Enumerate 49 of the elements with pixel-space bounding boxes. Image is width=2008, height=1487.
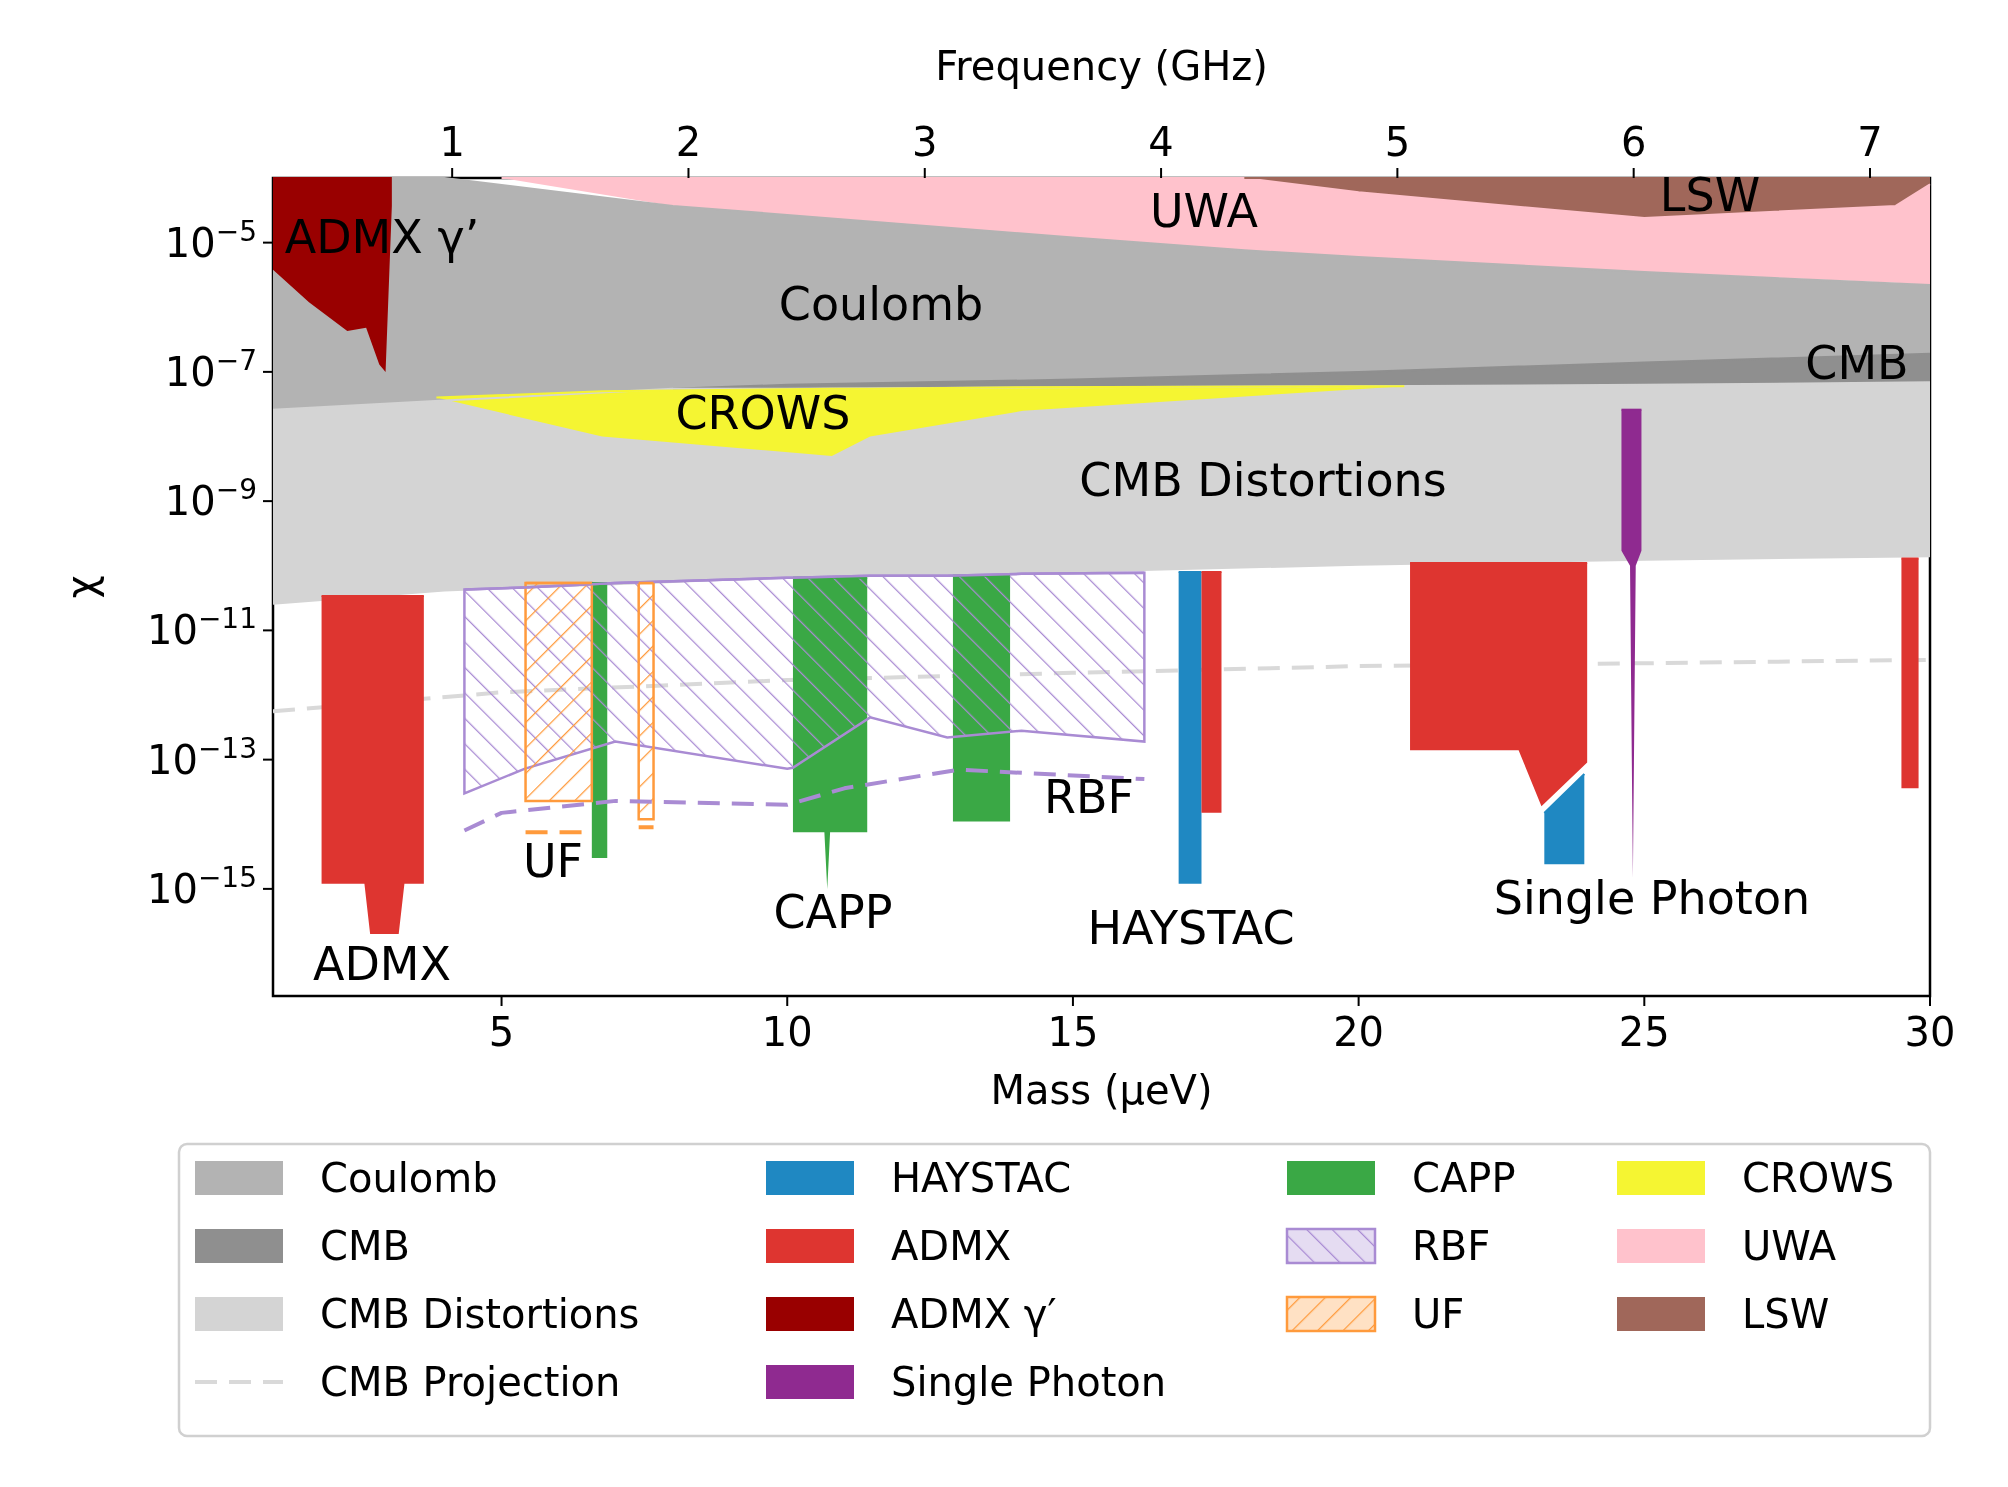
annotation: HAYSTAC: [1087, 900, 1295, 955]
legend-label: LSW: [1742, 1291, 1830, 1337]
x2-axis-title: Frequency (GHz): [935, 43, 1268, 89]
annotation: CMB: [1805, 335, 1909, 390]
y-tick-label: 10$^{−15}$: [147, 860, 257, 912]
annotation: UF: [522, 833, 584, 888]
annotation: CMB Distortions: [1079, 452, 1447, 507]
x2-tick-label: 6: [1620, 119, 1647, 165]
x2-tick-label: 3: [912, 119, 938, 165]
legend-label: UWA: [1742, 1223, 1837, 1269]
y-tick-label: 10$^{−7}$: [164, 343, 257, 395]
x2-tick-label: 4: [1148, 119, 1174, 165]
legend-label: CROWS: [1742, 1155, 1895, 1201]
x2-tick-label: 2: [675, 119, 702, 165]
annotation: UWA: [1149, 183, 1259, 238]
annotation: Single Photon: [1493, 870, 1811, 925]
x2-tick-label: 5: [1384, 119, 1411, 165]
annotation: CAPP: [773, 884, 893, 939]
x2-tick-label: 1: [439, 119, 465, 165]
y-tick-label: 10$^{−13}$: [147, 731, 257, 783]
legend-label: CMB: [320, 1223, 410, 1269]
legend-label: CAPP: [1412, 1155, 1516, 1201]
y-tick-label: 10$^{−11}$: [147, 601, 257, 654]
line-series: [462, 767, 1147, 833]
legend-label: Single Photon: [891, 1359, 1167, 1405]
legend-label: ADMX γ′: [891, 1291, 1057, 1337]
x-axis-title: Mass (μeV): [990, 1067, 1213, 1113]
legend-label: Coulomb: [320, 1155, 498, 1201]
x-tick-label: 10: [761, 1009, 813, 1055]
legend-label: CMB Projection: [320, 1359, 621, 1405]
x-tick-label: 25: [1618, 1009, 1670, 1055]
legend-label: RBF: [1412, 1223, 1491, 1269]
annotation: CROWS: [675, 385, 851, 440]
y-tick-label: 10$^{−9}$: [164, 472, 257, 525]
legend-label: UF: [1412, 1291, 1465, 1337]
x-tick-label: 30: [1904, 1009, 1956, 1055]
y-axis-title: χ: [58, 575, 104, 599]
legend-label: HAYSTAC: [891, 1155, 1072, 1201]
x-tick-label: 5: [488, 1009, 515, 1055]
annotation: LSW: [1659, 167, 1761, 222]
x-tick-label: 15: [1047, 1009, 1099, 1055]
x2-tick-label: 7: [1857, 119, 1883, 165]
annotation: Coulomb: [778, 276, 984, 331]
annotation: ADMX: [312, 936, 452, 991]
x-tick-label: 20: [1333, 1009, 1385, 1055]
legend-label: ADMX: [891, 1223, 1012, 1269]
y-tick-label: 10$^{−5}$: [164, 214, 257, 266]
annotation: RBF: [1044, 769, 1134, 824]
legend-label: CMB Distortions: [320, 1291, 640, 1337]
